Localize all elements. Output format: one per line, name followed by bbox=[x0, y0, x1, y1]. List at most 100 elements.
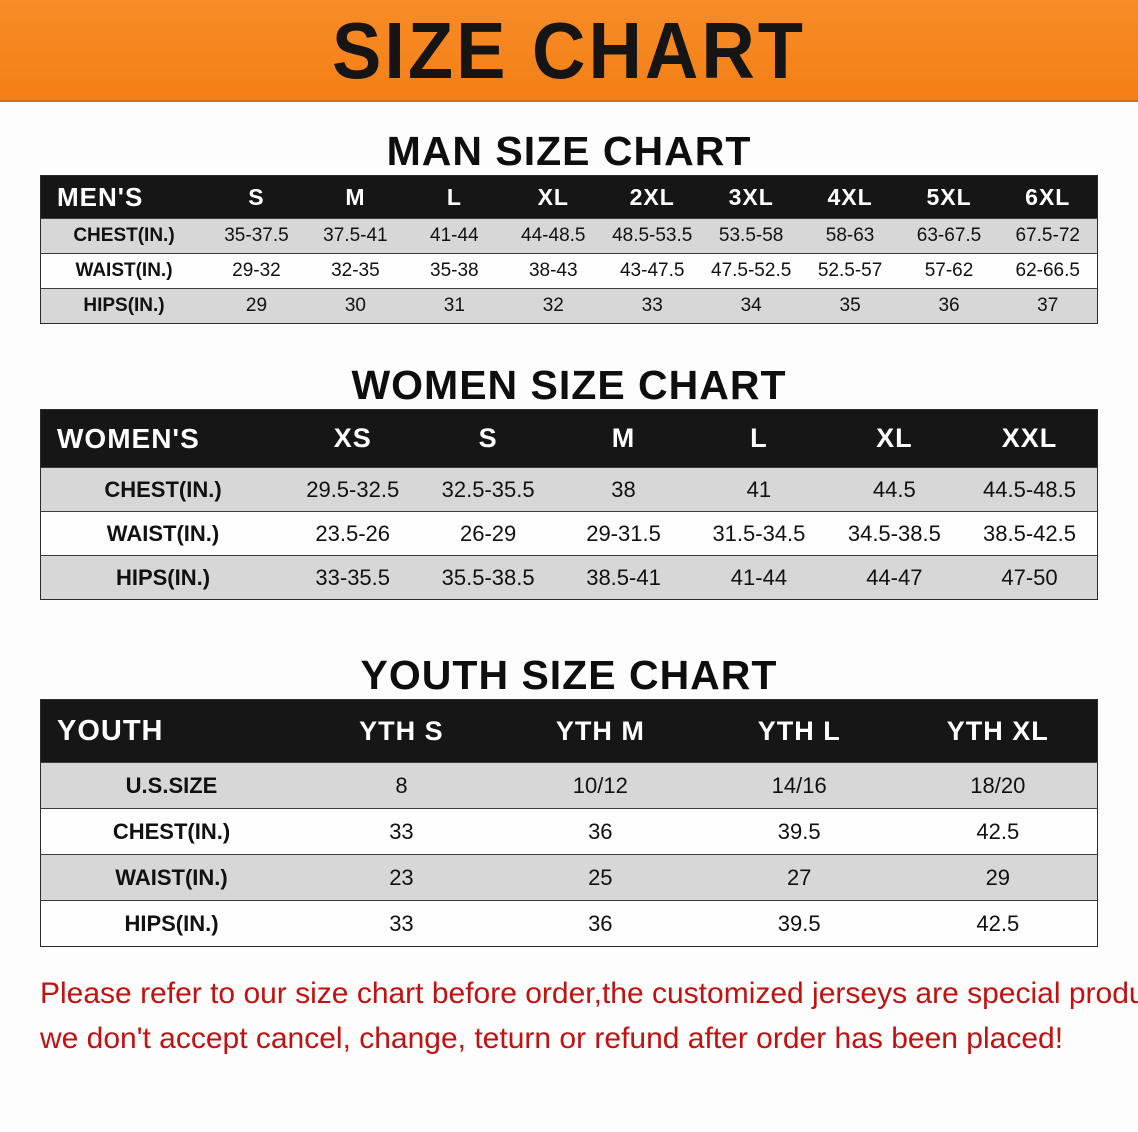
table-row: WAIST(IN.) 29-32 32-35 35-38 38-43 43-47.5 47.… bbox=[40, 253, 1098, 289]
table-cell: 33 bbox=[302, 808, 501, 855]
men-size-table: MEN'S S M L XL 2XL 3XL 4XL 5XL 6XL CHEST(IN.) 35-37… bbox=[40, 175, 1098, 324]
table-cell: 32-35 bbox=[305, 253, 405, 289]
table-row: U.S.SIZE 8 10/12 14/16 18/20 bbox=[40, 762, 1098, 809]
table-corner-label: YOUTH bbox=[40, 699, 302, 763]
size-column-header: S bbox=[420, 409, 556, 468]
table-cell: 35.5-38.5 bbox=[420, 555, 556, 600]
row-label: HIPS(IN.) bbox=[40, 555, 285, 600]
table-cell: 23.5-26 bbox=[285, 511, 421, 556]
row-label: CHEST(IN.) bbox=[40, 467, 285, 512]
table-cell: 34 bbox=[701, 288, 801, 324]
table-cell: 29-31.5 bbox=[555, 511, 692, 556]
table-cell: 44-47 bbox=[826, 555, 963, 600]
table-cell: 35-37.5 bbox=[207, 218, 306, 254]
table-cell: 47.5-52.5 bbox=[701, 253, 801, 289]
table-cell: 33 bbox=[602, 288, 702, 324]
size-column-header: XXL bbox=[962, 409, 1098, 468]
women-size-section: WOMEN SIZE CHART WOMEN'S XS S M L XL XXL CHEST(… bbox=[0, 362, 1138, 600]
youth-size-table: YOUTH YTH S YTH M YTH L YTH XL U.S.SIZE 8 10/12… bbox=[40, 699, 1098, 947]
size-column-header: YTH XL bbox=[898, 699, 1098, 763]
table-cell: 44.5-48.5 bbox=[962, 467, 1098, 512]
order-note: Please refer to our size chart before or… bbox=[0, 947, 1138, 1061]
size-column-header: 3XL bbox=[701, 175, 801, 219]
banner: SIZE CHART bbox=[0, 0, 1138, 102]
table-cell: 35-38 bbox=[404, 253, 504, 289]
table-cell: 23 bbox=[302, 854, 501, 901]
size-column-header: XS bbox=[285, 409, 421, 468]
size-column-header: YTH L bbox=[699, 699, 899, 763]
table-row: HIPS(IN.) 33-35.5 35.5-38.5 38.5-41 41-44 44-… bbox=[40, 555, 1098, 600]
row-label: HIPS(IN.) bbox=[40, 288, 207, 324]
table-cell: 52.5-57 bbox=[800, 253, 900, 289]
table-cell: 44.5 bbox=[826, 467, 963, 512]
table-cell: 27 bbox=[699, 854, 899, 901]
table-cell: 43-47.5 bbox=[602, 253, 702, 289]
table-cell: 34.5-38.5 bbox=[826, 511, 963, 556]
table-cell: 25 bbox=[500, 854, 700, 901]
table-row: WAIST(IN.) 23 25 27 29 bbox=[40, 854, 1098, 901]
table-cell: 48.5-53.5 bbox=[602, 218, 702, 254]
table-cell: 42.5 bbox=[898, 808, 1098, 855]
table-cell: 8 bbox=[302, 762, 501, 809]
table-cell: 67.5-72 bbox=[998, 218, 1098, 254]
size-column-header: L bbox=[404, 175, 504, 219]
size-column-header: XL bbox=[826, 409, 963, 468]
table-cell: 29 bbox=[207, 288, 306, 324]
table-row: HIPS(IN.) 33 36 39.5 42.5 bbox=[40, 900, 1098, 947]
table-header-row: YOUTH YTH S YTH M YTH L YTH XL bbox=[40, 699, 1098, 763]
table-cell: 37 bbox=[998, 288, 1098, 324]
size-column-header: L bbox=[691, 409, 827, 468]
table-cell: 33-35.5 bbox=[285, 555, 421, 600]
table-cell: 38-43 bbox=[503, 253, 603, 289]
table-cell: 44-48.5 bbox=[503, 218, 603, 254]
table-cell: 14/16 bbox=[699, 762, 899, 809]
table-cell: 29 bbox=[898, 854, 1098, 901]
size-column-header: YTH M bbox=[500, 699, 700, 763]
note-line-2: we don't accept cancel, change, teturn o… bbox=[40, 1022, 1064, 1055]
table-header-row: MEN'S S M L XL 2XL 3XL 4XL 5XL 6XL bbox=[40, 175, 1098, 219]
table-cell: 37.5-41 bbox=[305, 218, 405, 254]
size-column-header: 4XL bbox=[800, 175, 900, 219]
table-cell: 42.5 bbox=[898, 900, 1098, 947]
row-label: HIPS(IN.) bbox=[40, 900, 302, 947]
table-cell: 39.5 bbox=[699, 900, 899, 947]
youth-size-section: YOUTH SIZE CHART YOUTH YTH S YTH M YTH L YTH… bbox=[0, 652, 1138, 947]
table-cell: 29.5-32.5 bbox=[285, 467, 421, 512]
note-line-1: Please refer to our size chart before or… bbox=[40, 977, 1138, 1010]
table-cell: 32 bbox=[503, 288, 603, 324]
size-column-header: 2XL bbox=[602, 175, 702, 219]
size-column-header: XL bbox=[503, 175, 603, 219]
size-column-header: YTH S bbox=[302, 699, 501, 763]
row-label: WAIST(IN.) bbox=[40, 511, 285, 556]
table-cell: 31.5-34.5 bbox=[691, 511, 827, 556]
women-section-heading: WOMEN SIZE CHART bbox=[351, 362, 787, 408]
row-label: WAIST(IN.) bbox=[40, 854, 302, 901]
table-cell: 30 bbox=[305, 288, 405, 324]
row-label: CHEST(IN.) bbox=[40, 808, 302, 855]
table-cell: 38.5-41 bbox=[555, 555, 692, 600]
table-cell: 38.5-42.5 bbox=[962, 511, 1098, 556]
size-column-header: M bbox=[555, 409, 692, 468]
table-row: CHEST(IN.) 33 36 39.5 42.5 bbox=[40, 808, 1098, 855]
row-label: WAIST(IN.) bbox=[40, 253, 207, 289]
table-cell: 38 bbox=[555, 467, 692, 512]
table-corner-label: MEN'S bbox=[40, 175, 207, 219]
table-cell: 18/20 bbox=[898, 762, 1098, 809]
table-cell: 39.5 bbox=[699, 808, 899, 855]
row-label: U.S.SIZE bbox=[40, 762, 302, 809]
women-size-table: WOMEN'S XS S M L XL XXL CHEST(IN.) 29.5-32.5 32.5… bbox=[40, 409, 1098, 600]
table-corner-label: WOMEN'S bbox=[40, 409, 285, 468]
size-column-header: 6XL bbox=[998, 175, 1098, 219]
men-size-section: MAN SIZE CHART MEN'S S M L XL 2XL 3XL 4XL 5XL 6XL… bbox=[0, 128, 1138, 324]
table-cell: 33 bbox=[302, 900, 501, 947]
table-cell: 36 bbox=[899, 288, 999, 324]
table-cell: 62-66.5 bbox=[998, 253, 1098, 289]
table-cell: 36 bbox=[500, 900, 700, 947]
table-row: WAIST(IN.) 23.5-26 26-29 29-31.5 31.5-34.5 34… bbox=[40, 511, 1098, 556]
table-cell: 41-44 bbox=[691, 555, 827, 600]
table-cell: 53.5-58 bbox=[701, 218, 801, 254]
table-cell: 47-50 bbox=[962, 555, 1098, 600]
table-row: HIPS(IN.) 29 30 31 32 33 34 35 36 37 bbox=[40, 288, 1098, 324]
table-cell: 57-62 bbox=[899, 253, 999, 289]
